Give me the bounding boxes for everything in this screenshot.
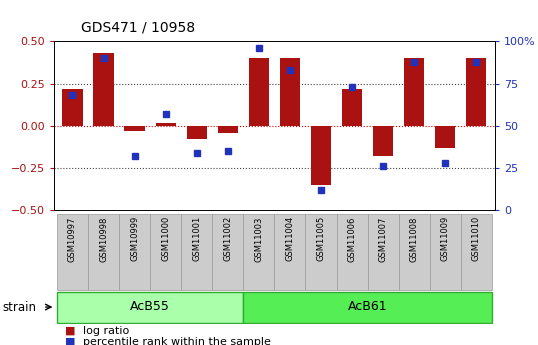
Text: AcB55: AcB55 xyxy=(130,300,170,313)
Bar xyxy=(342,89,362,126)
Bar xyxy=(155,122,176,126)
Bar xyxy=(367,214,399,290)
Text: log ratio: log ratio xyxy=(83,326,130,336)
Bar xyxy=(306,214,336,290)
Text: GSM11008: GSM11008 xyxy=(409,216,419,262)
Text: GSM11005: GSM11005 xyxy=(316,216,325,262)
Bar xyxy=(88,214,119,290)
Text: GSM10999: GSM10999 xyxy=(130,216,139,262)
Bar xyxy=(373,126,393,156)
Bar xyxy=(399,214,430,290)
Bar xyxy=(243,214,274,290)
Bar xyxy=(466,58,486,126)
Text: GDS471 / 10958: GDS471 / 10958 xyxy=(81,21,195,35)
Bar xyxy=(57,292,243,323)
Bar xyxy=(280,58,300,126)
Bar xyxy=(124,126,145,131)
Text: percentile rank within the sample: percentile rank within the sample xyxy=(83,337,271,345)
Bar xyxy=(119,214,150,290)
Text: GSM11007: GSM11007 xyxy=(379,216,387,262)
Bar xyxy=(218,126,238,133)
Text: GSM10997: GSM10997 xyxy=(68,216,77,262)
Bar xyxy=(57,214,88,290)
Text: GSM11002: GSM11002 xyxy=(223,216,232,262)
Text: GSM11000: GSM11000 xyxy=(161,216,170,262)
Text: GSM11006: GSM11006 xyxy=(348,216,357,262)
Text: GSM11003: GSM11003 xyxy=(254,216,263,262)
Bar xyxy=(187,126,207,139)
Bar xyxy=(311,126,331,185)
Bar xyxy=(62,89,82,126)
Text: ■: ■ xyxy=(65,326,75,336)
Text: GSM11001: GSM11001 xyxy=(192,216,201,262)
Bar xyxy=(430,214,461,290)
Bar xyxy=(94,53,114,126)
Bar xyxy=(181,214,213,290)
Bar xyxy=(274,214,306,290)
Text: GSM11010: GSM11010 xyxy=(472,216,481,262)
Text: GSM10998: GSM10998 xyxy=(99,216,108,262)
Bar xyxy=(150,214,181,290)
Bar xyxy=(461,214,492,290)
Bar xyxy=(249,58,269,126)
Text: GSM11004: GSM11004 xyxy=(286,216,294,262)
Text: ■: ■ xyxy=(65,337,75,345)
Text: GSM11009: GSM11009 xyxy=(441,216,450,262)
Bar xyxy=(243,292,492,323)
Bar xyxy=(404,58,424,126)
Bar xyxy=(213,214,243,290)
Bar xyxy=(435,126,455,148)
Text: strain: strain xyxy=(3,300,37,314)
Text: AcB61: AcB61 xyxy=(348,300,387,313)
Bar xyxy=(336,214,367,290)
